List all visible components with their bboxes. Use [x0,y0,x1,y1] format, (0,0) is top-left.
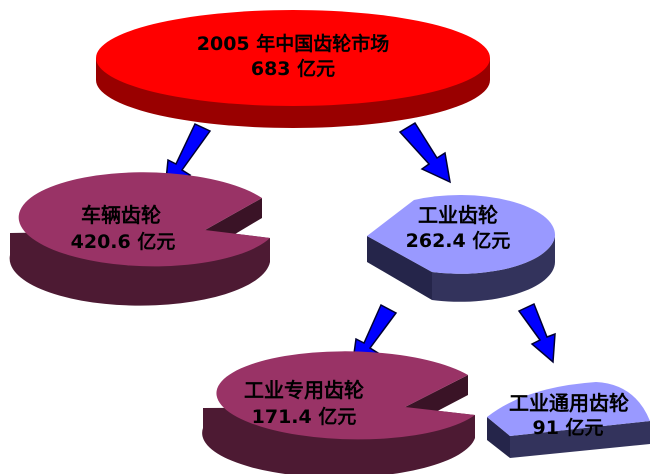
industrial-special-gear-title: 工业专用齿轮 [244,378,364,402]
vehicle-gear-node: 车辆齿轮 420.6 亿元 [9,172,271,306]
industrial-general-gear-node-side [510,421,650,458]
industrial-general-gear-node: 工业通用齿轮 91 亿元 [487,382,650,458]
industrial-gear-node: 工业齿轮 262.4 亿元 [367,194,556,302]
arrow-down-right-icon [398,121,451,184]
vehicle-gear-title: 车辆齿轮 [81,203,161,227]
root-node: 2005 年中国齿轮市场 683 亿元 [96,10,490,128]
industrial-special-gear-node-top [216,351,475,440]
industrial-general-gear-node-side [487,417,510,458]
root-node-value: 683 亿元 [251,57,335,80]
industrial-gear-node-top [367,194,556,274]
industrial-general-gear-title: 工业通用齿轮 [509,391,629,415]
root-node-top [96,10,490,106]
root-node-title: 2005 年中国齿轮市场 [197,32,390,55]
industrial-special-gear-value: 171.4 亿元 [252,405,357,428]
industrial-general-gear-node-top [487,382,650,436]
industrial-gear-value: 262.4 亿元 [406,229,511,252]
industrial-gear-title: 工业齿轮 [418,203,498,227]
industrial-gear-node-side [367,236,432,300]
industrial-gear-node-side [432,236,555,302]
arrow-down-right-icon [517,302,556,364]
vehicle-gear-node-top [18,172,271,267]
industrial-special-gear-node: 工业专用齿轮 171.4 亿元 [202,351,475,474]
industrial-general-gear-value: 91 亿元 [532,416,603,439]
vehicle-gear-value: 420.6 亿元 [71,230,176,253]
